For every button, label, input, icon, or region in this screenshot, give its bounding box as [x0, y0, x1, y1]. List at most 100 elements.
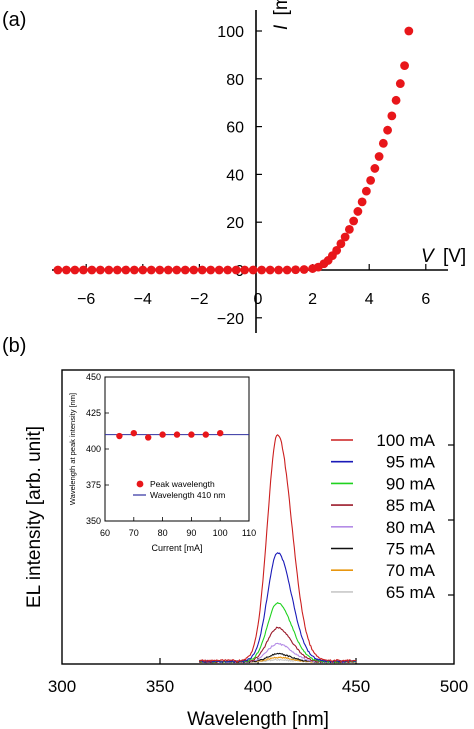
iv-data-point	[404, 26, 414, 36]
iv-data-point	[112, 265, 122, 275]
iv-data-point	[129, 265, 139, 275]
iv-data-point	[353, 207, 363, 216]
iv-data-point	[370, 164, 380, 173]
iv-xtick-label: 2	[308, 291, 317, 308]
iv-data-point	[366, 175, 376, 185]
peak-wavelength-inset: 60 70 80 90 100 110 350 375 400 425 450 Current [m…	[68, 372, 256, 553]
el-xtick-label: 300	[48, 677, 76, 696]
iv-xtick-label: 4	[365, 291, 374, 308]
inset-data-point	[202, 431, 209, 438]
iv-data-point	[180, 265, 190, 275]
iv-ytick-label: 80	[226, 72, 244, 89]
el-legend-label: 75 mA	[386, 540, 436, 559]
iv-data-point	[387, 111, 397, 121]
inset-data-point	[159, 431, 166, 438]
inset-xtick-label: 110	[242, 528, 256, 538]
iv-data-point	[197, 265, 207, 275]
iv-data-point	[121, 265, 131, 275]
iv-ylabel: I [mA]	[271, 0, 292, 30]
inset-legend-label-peak: Peak wavelength	[150, 479, 215, 489]
el-xlabel: Wavelength [nm]	[187, 709, 329, 729]
panel-b-label: (b)	[2, 335, 26, 357]
iv-data-point	[400, 61, 409, 71]
inset-xtick-label: 60	[100, 528, 110, 538]
el-spectrum-line	[198, 626, 357, 664]
iv-data-point	[61, 265, 71, 275]
iv-data-point	[361, 186, 371, 196]
iv-data-point	[78, 265, 88, 275]
inset-data-point	[173, 431, 181, 438]
iv-data-point	[378, 138, 388, 148]
iv-ytick-label: 40	[226, 167, 244, 184]
iv-data-point	[223, 265, 233, 275]
el-legend-label: 70 mA	[386, 561, 436, 580]
inset-data-point	[217, 429, 224, 437]
el-legend-label: 90 mA	[386, 474, 436, 493]
el-spectrum-chart: 300 350 400 450 500 100 mA 95 mA 90 mA 85 mA 80 …	[24, 369, 468, 729]
iv-data-point	[146, 265, 156, 275]
iv-xlabel-unit: [V]	[443, 246, 466, 267]
iv-data-point	[282, 265, 292, 275]
iv-xlabel-symbol: V	[421, 246, 436, 267]
el-xtick-label: 350	[146, 677, 174, 696]
el-xtick-label: 450	[342, 677, 370, 696]
el-ylabel: EL intensity [arb. unit]	[24, 426, 45, 608]
el-legend-label: 100 mA	[376, 431, 435, 450]
iv-data-point	[155, 265, 165, 275]
inset-data-point	[130, 429, 137, 437]
el-legend-label: 95 mA	[386, 453, 436, 472]
iv-data-point	[70, 265, 80, 275]
iv-data-point	[336, 239, 346, 249]
inset-xtick-label: 100	[213, 528, 228, 538]
el-legend-label: 65 mA	[386, 583, 436, 602]
iv-ylabel-symbol: I	[271, 24, 292, 30]
iv-data-point	[87, 265, 97, 275]
inset-xtick-label: 80	[158, 528, 168, 538]
iv-data-point	[95, 265, 105, 275]
iv-data-point	[349, 216, 359, 226]
el-legend-label: 80 mA	[386, 518, 436, 537]
iv-data-point	[172, 265, 182, 275]
iv-data-point	[138, 265, 148, 275]
el-legend-label: 85 mA	[386, 496, 436, 515]
el-xtick-label: 400	[244, 677, 272, 696]
iv-xtick-label: −4	[134, 291, 152, 308]
iv-ytick-label: −20	[217, 311, 244, 328]
el-spectrum-line	[198, 434, 357, 663]
iv-data-point	[357, 197, 367, 207]
iv-xtick-label: −2	[190, 291, 208, 308]
inset-ytick-label: 400	[86, 444, 101, 454]
iv-data-point	[248, 265, 258, 275]
iv-xtick-label: 0	[254, 291, 263, 308]
iv-data-point	[395, 79, 405, 88]
iv-ytick-label: 100	[217, 24, 244, 41]
iv-ylabel-unit: [mA]	[271, 0, 292, 15]
iv-data-point	[391, 95, 401, 105]
iv-data-point	[214, 265, 224, 275]
iv-data-point	[104, 265, 114, 275]
inset-legend-label-410: Wavelength 410 nm	[150, 490, 225, 500]
iv-data-point	[240, 265, 250, 275]
inset-ylabel: Wavelength at peak intensity [nm]	[68, 393, 77, 505]
iv-data-point	[265, 265, 275, 275]
iv-data-point	[206, 265, 216, 275]
inset-xtick-label: 70	[129, 528, 139, 538]
inset-ytick-label: 425	[86, 408, 101, 418]
iv-xtick-label: 6	[421, 291, 430, 308]
iv-ytick-label: 60	[226, 120, 244, 137]
iv-data-point	[374, 152, 384, 161]
iv-data-point	[257, 265, 267, 275]
iv-data-point	[274, 265, 284, 275]
iv-xlabel: V [V]	[421, 246, 466, 267]
inset-ytick-label: 375	[86, 480, 101, 490]
inset-data-point	[145, 434, 152, 441]
iv-ytick-label: 20	[226, 215, 244, 232]
inset-legend-marker-peak	[136, 480, 144, 488]
inset-xtick-label: 90	[186, 528, 196, 538]
iv-data-point	[383, 125, 392, 135]
inset-xlabel: Current [mA]	[151, 543, 202, 553]
iv-data-point	[163, 265, 173, 275]
iv-data-point	[53, 265, 63, 275]
